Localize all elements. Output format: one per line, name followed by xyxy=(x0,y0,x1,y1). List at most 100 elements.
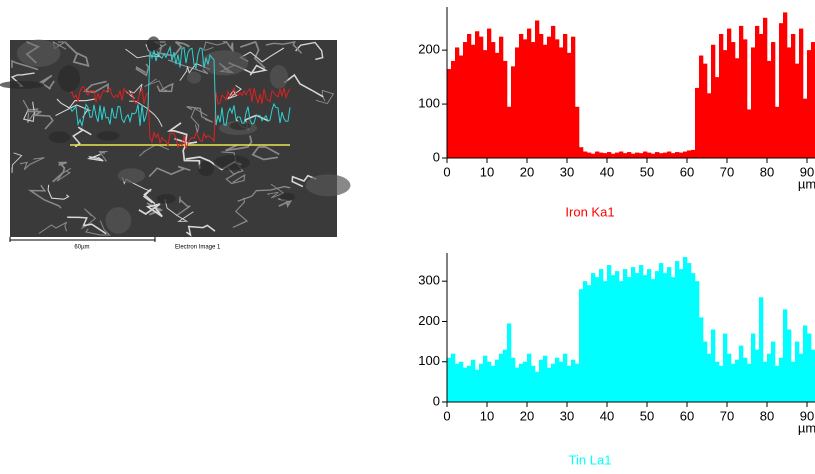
bar xyxy=(763,17,768,158)
sem-texture xyxy=(0,36,351,237)
bar xyxy=(739,25,744,158)
x-tick-label: 80 xyxy=(760,408,774,423)
bar xyxy=(535,20,540,158)
sem-edge xyxy=(125,44,161,59)
sem-edge xyxy=(232,197,249,229)
bar xyxy=(495,359,500,402)
bar xyxy=(723,333,728,402)
bar xyxy=(671,277,676,402)
bar xyxy=(667,267,672,402)
sem-edge xyxy=(38,221,68,234)
sem-edge xyxy=(52,161,67,183)
bar xyxy=(603,153,608,158)
bar xyxy=(539,359,544,402)
bar xyxy=(659,153,664,158)
bar xyxy=(711,329,716,402)
bar xyxy=(731,363,736,402)
bar xyxy=(463,42,468,158)
bar xyxy=(799,353,804,402)
bar xyxy=(615,271,620,402)
bar xyxy=(483,355,488,402)
bar xyxy=(627,152,632,158)
sem-edge xyxy=(159,41,190,57)
x-tick-label: 0 xyxy=(443,408,450,423)
bar xyxy=(675,261,680,402)
sem-edge xyxy=(27,110,54,130)
bar xyxy=(651,153,656,158)
sem-edge xyxy=(19,157,45,170)
sem-edge xyxy=(265,41,303,54)
bar xyxy=(803,98,808,158)
bar xyxy=(511,357,516,402)
bar xyxy=(539,33,544,158)
sem-edge xyxy=(85,220,111,236)
bar xyxy=(755,25,760,158)
bar xyxy=(515,47,520,159)
bar xyxy=(775,365,780,402)
sem-edge xyxy=(135,63,150,77)
bar xyxy=(591,153,596,158)
bar xyxy=(599,152,604,158)
sem-edge xyxy=(148,165,191,178)
sem-grain xyxy=(105,207,132,234)
bar xyxy=(795,63,800,158)
bar xyxy=(703,63,708,158)
bar xyxy=(735,58,740,158)
bar xyxy=(587,285,592,402)
sem-grain xyxy=(213,155,250,171)
y-tick-label: 100 xyxy=(418,353,440,368)
x-tick-label: 30 xyxy=(560,408,574,423)
bar xyxy=(743,357,748,402)
bar xyxy=(555,39,560,158)
bar xyxy=(523,361,528,402)
sem-edge xyxy=(11,152,23,174)
image-caption: Electron Image 1 xyxy=(175,245,221,251)
bar xyxy=(467,33,472,158)
bar xyxy=(811,42,815,158)
sem-edge xyxy=(64,41,90,68)
sem-edge xyxy=(55,104,92,118)
bar xyxy=(543,44,548,158)
chart-title: Tin La1 xyxy=(569,452,612,467)
bar xyxy=(695,281,700,402)
y-tick-label: 300 xyxy=(418,273,440,288)
overlay-trace xyxy=(69,45,291,128)
bar xyxy=(491,42,496,158)
bar xyxy=(787,329,792,402)
x-tick-label: 90 xyxy=(800,408,814,423)
sem-edge xyxy=(142,188,156,205)
bar xyxy=(579,289,584,402)
overlay-trace xyxy=(69,86,291,149)
bar xyxy=(487,28,492,159)
sem-grain xyxy=(16,39,61,67)
bar xyxy=(507,323,512,402)
scale-bar-label: 60µm xyxy=(74,245,89,251)
sem-edge xyxy=(222,41,234,53)
bar xyxy=(479,363,484,402)
bar xyxy=(587,152,592,158)
scan-overlay xyxy=(69,45,291,149)
bar xyxy=(615,152,620,158)
bar xyxy=(779,23,784,158)
sem-edge xyxy=(72,126,92,148)
bar xyxy=(583,281,588,402)
bar xyxy=(527,353,532,402)
bar xyxy=(655,271,660,402)
bar xyxy=(595,277,600,402)
sem-grain xyxy=(146,36,161,53)
bar xyxy=(607,152,612,158)
bar xyxy=(527,28,532,159)
bar xyxy=(743,39,748,158)
bar xyxy=(791,33,796,158)
bar xyxy=(631,153,636,158)
bar xyxy=(475,31,480,159)
bar xyxy=(691,273,696,402)
bar xyxy=(739,345,744,402)
bar xyxy=(447,69,452,158)
sem-grain xyxy=(229,121,251,131)
bar xyxy=(783,309,788,402)
bar xyxy=(755,349,760,402)
bar xyxy=(719,365,724,402)
